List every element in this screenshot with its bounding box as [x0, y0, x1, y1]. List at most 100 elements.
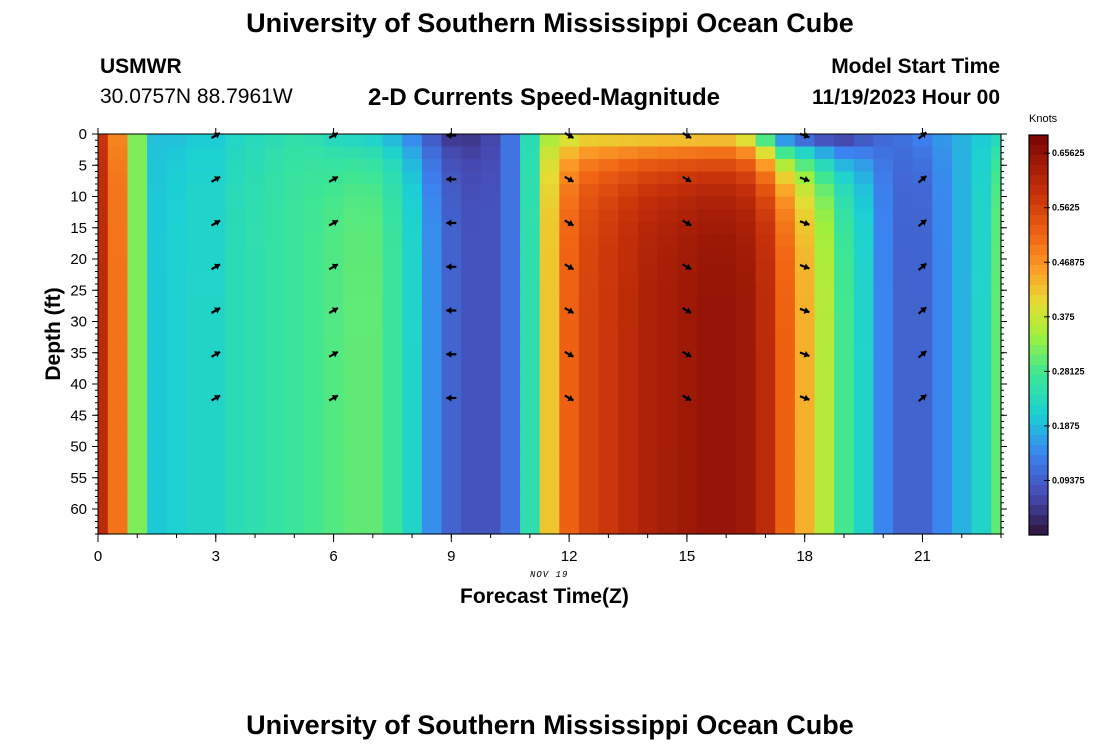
heatmap-cell — [539, 196, 560, 210]
heatmap-cell — [225, 184, 246, 198]
page-title: University of Southern Mississippi Ocean… — [246, 8, 854, 38]
heatmap-cell — [205, 509, 227, 523]
heatmap-cell — [539, 159, 560, 173]
heatmap-cell — [637, 209, 659, 223]
heatmap-cell — [520, 371, 541, 385]
heatmap-cell — [520, 234, 541, 248]
heatmap-cell — [107, 409, 129, 423]
heatmap-cell — [814, 159, 835, 173]
current-arrow — [682, 219, 692, 227]
heatmap-cell — [480, 509, 502, 523]
heatmap-cell — [696, 209, 717, 223]
x-tick-label: 3 — [212, 548, 220, 565]
heatmap-cell — [853, 484, 874, 498]
heatmap-cell — [893, 359, 914, 373]
heatmap-cell — [618, 209, 639, 223]
heatmap-cell — [775, 171, 796, 185]
heatmap-cell — [304, 134, 325, 148]
heatmap-cell — [480, 396, 502, 410]
heatmap-cell — [461, 421, 482, 435]
heatmap-cell — [893, 284, 914, 298]
heatmap-cell — [225, 134, 246, 148]
heatmap-cell — [598, 184, 619, 198]
heatmap-cell — [186, 234, 207, 248]
heatmap-cell — [284, 421, 305, 435]
heatmap-cell — [755, 509, 776, 523]
heatmap-cell — [107, 184, 129, 198]
heatmap-cell — [598, 259, 619, 273]
heatmap-cell — [853, 309, 874, 323]
heatmap-cell — [971, 209, 992, 223]
heatmap-cell — [618, 446, 639, 460]
heatmap-cell — [127, 246, 148, 260]
heatmap-cell — [716, 334, 737, 348]
heatmap-cell — [598, 471, 619, 485]
heatmap-cell — [500, 309, 521, 323]
heatmap-cell — [794, 321, 816, 335]
heatmap-cell — [147, 159, 168, 173]
heatmap-cell — [677, 246, 698, 260]
heatmap-cell — [814, 509, 835, 523]
heatmap-cell — [304, 296, 325, 310]
heatmap-cell — [304, 421, 325, 435]
heatmap-cell — [107, 159, 129, 173]
heatmap-cell — [794, 334, 816, 348]
heatmap-cell — [893, 496, 914, 510]
heatmap-cell — [284, 334, 305, 348]
heatmap-cell — [264, 159, 286, 173]
heatmap-cell — [991, 334, 1002, 348]
heatmap-cell — [245, 409, 266, 423]
heatmap-cell — [971, 334, 992, 348]
heatmap-cell — [127, 471, 148, 485]
heatmap-cell — [441, 209, 462, 223]
heatmap-cell — [735, 459, 757, 473]
heatmap-cell — [775, 384, 796, 398]
heatmap-cell — [873, 296, 894, 310]
heatmap-cell — [677, 271, 698, 285]
heatmap-cell — [971, 134, 992, 148]
heatmap-cell — [205, 484, 227, 498]
heatmap-cell — [441, 396, 462, 410]
heatmap-cell — [716, 184, 737, 198]
heatmap-cell — [343, 209, 364, 223]
heatmap-cell — [382, 371, 403, 385]
current-arrow — [328, 307, 339, 314]
heatmap-cell — [893, 321, 914, 335]
heatmap-cell — [735, 521, 757, 535]
heatmap-cell — [147, 434, 168, 448]
heatmap-cell — [323, 521, 344, 535]
colorbar-segment — [1029, 205, 1048, 216]
heatmap-cell — [461, 184, 482, 198]
current-arrow — [564, 394, 575, 402]
heatmap-cell — [814, 321, 835, 335]
heatmap-cell — [735, 259, 757, 273]
heatmap-cell — [755, 384, 776, 398]
heatmap-cell — [323, 209, 344, 223]
heatmap-cell — [284, 509, 305, 523]
heatmap-cell — [166, 446, 187, 460]
heatmap-cell — [402, 409, 423, 423]
heatmap-cell — [637, 346, 659, 360]
heatmap-cell — [735, 471, 757, 485]
heatmap-cell — [873, 484, 894, 498]
heatmap-cell — [98, 134, 109, 148]
heatmap-cell — [657, 146, 678, 160]
heatmap-cell — [677, 159, 698, 173]
heatmap-cell — [480, 184, 502, 198]
heatmap-cell — [951, 234, 973, 248]
heatmap-cell — [794, 434, 816, 448]
heatmap-cell — [245, 346, 266, 360]
current-arrow — [682, 394, 692, 402]
heatmap-cell — [991, 459, 1002, 473]
heatmap-cell — [539, 334, 560, 348]
heatmap-cell — [559, 184, 580, 198]
heatmap-cell — [402, 359, 423, 373]
heatmap-cell — [127, 459, 148, 473]
heatmap-cell — [716, 284, 737, 298]
heatmap-cell — [755, 421, 776, 435]
heatmap-cell — [618, 521, 639, 535]
heatmap-cell — [421, 259, 443, 273]
heatmap-cell — [853, 171, 874, 185]
heatmap-cell — [480, 521, 502, 535]
